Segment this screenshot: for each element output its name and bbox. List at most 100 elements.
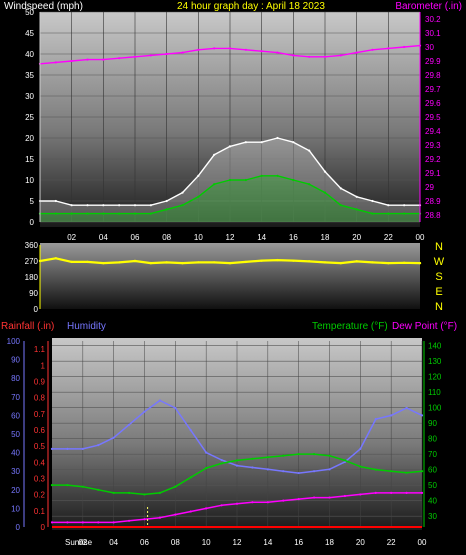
rainfall-tick-label: 0.1 bbox=[34, 507, 46, 516]
speed-point bbox=[102, 212, 105, 215]
humidity-point bbox=[205, 451, 208, 454]
temperature-point bbox=[50, 484, 54, 487]
dewpoint-point bbox=[405, 491, 408, 494]
gust-point bbox=[86, 204, 89, 207]
humidity-tick-label: 70 bbox=[11, 393, 20, 402]
wind-x-tick-label: 06 bbox=[131, 233, 140, 242]
speed-point bbox=[149, 212, 152, 215]
dewpoint-point bbox=[343, 494, 347, 498]
wind-barometer-axes: 0 5 10 15 20 25 30 35 40 45 50 28.8 28.9 29 29.1 29.2 29… bbox=[25, 8, 441, 242]
humidity-tick-label: 80 bbox=[11, 374, 20, 383]
speed-point bbox=[260, 174, 263, 177]
gust-point bbox=[54, 199, 57, 203]
direction-point bbox=[228, 261, 232, 265]
wind-x-tick-label: 10 bbox=[194, 233, 203, 242]
gust-point bbox=[308, 149, 311, 152]
temperature-point bbox=[112, 491, 115, 494]
direction-point bbox=[133, 259, 137, 263]
barometer-point bbox=[86, 58, 89, 61]
dewpoint-point bbox=[328, 496, 331, 499]
rainfall-axis-title: Rainfall (.in) bbox=[1, 321, 54, 332]
direction-series bbox=[38, 257, 422, 265]
humidity-point bbox=[158, 399, 162, 402]
barometer-tick-label: 29.9 bbox=[425, 57, 441, 66]
temperature-point bbox=[174, 485, 177, 488]
barometer-point bbox=[228, 47, 232, 50]
speed-point bbox=[165, 208, 168, 211]
direction-point bbox=[260, 259, 263, 262]
gust-point bbox=[387, 204, 390, 207]
gust-point bbox=[323, 170, 327, 173]
temperature-point bbox=[220, 462, 223, 465]
dewpoint-point bbox=[81, 521, 84, 524]
temperature-point bbox=[359, 465, 362, 468]
dewpoint-point bbox=[251, 501, 254, 504]
direction-point bbox=[339, 261, 343, 265]
gust-point bbox=[371, 199, 374, 203]
dewpoint-point bbox=[390, 491, 393, 494]
temperature-point bbox=[390, 470, 393, 473]
barometer-point bbox=[165, 52, 168, 56]
humidity-point bbox=[312, 470, 316, 473]
direction-point bbox=[149, 261, 153, 265]
gust-point bbox=[118, 204, 121, 207]
barometer-point bbox=[213, 47, 216, 50]
gust-point bbox=[133, 204, 137, 207]
barometer-point bbox=[102, 58, 105, 61]
wind-x-tick-label: 14 bbox=[257, 233, 266, 242]
speed-point bbox=[371, 212, 374, 215]
direction-point bbox=[165, 261, 168, 264]
humidity-point bbox=[251, 466, 254, 469]
temperature-tick-label: 100 bbox=[428, 404, 442, 413]
temperature-point bbox=[189, 476, 192, 479]
temperature-tick-label: 80 bbox=[428, 435, 437, 444]
speed-point bbox=[70, 212, 73, 215]
humidity-tick-label: 10 bbox=[11, 504, 20, 513]
sunrise-label: Sunrise bbox=[65, 538, 93, 547]
rainfall-tick-label: 0.2 bbox=[34, 491, 46, 500]
speed-point bbox=[181, 204, 184, 207]
right-axis-title: Barometer (.in) bbox=[395, 1, 462, 12]
climate-x-tick-label: 20 bbox=[356, 538, 365, 547]
wind-y-tick-label: 25 bbox=[25, 113, 34, 122]
wind-y-tick-label: 5 bbox=[30, 197, 35, 206]
climate-series bbox=[50, 399, 424, 528]
climate-x-tick-label: 14 bbox=[263, 538, 272, 547]
climate-gridlines bbox=[52, 341, 423, 527]
humidity-tick-label: 50 bbox=[11, 430, 20, 439]
barometer-point bbox=[260, 50, 263, 53]
barometer-point bbox=[355, 51, 358, 54]
temperature-axis-title: Temperature (°F) bbox=[312, 321, 388, 332]
speed-point bbox=[213, 183, 216, 186]
temperature-tick-label: 60 bbox=[428, 466, 437, 475]
wind-x-tick-label: 04 bbox=[99, 233, 108, 242]
gust-point bbox=[244, 141, 247, 144]
dewpoint-point bbox=[205, 507, 208, 510]
speed-point bbox=[308, 183, 311, 186]
climate-x-tick-label: 04 bbox=[109, 538, 118, 547]
humidity-point bbox=[390, 414, 393, 417]
direction-point bbox=[292, 259, 295, 262]
wind-x-tick-label: 08 bbox=[162, 233, 171, 242]
temperature-tick-label: 110 bbox=[428, 388, 441, 397]
temperature-tick-label: 120 bbox=[428, 373, 442, 382]
dewpoint-point bbox=[282, 499, 285, 502]
barometer-tick-label: 29.6 bbox=[425, 99, 441, 108]
barometer-tick-label: 29 bbox=[425, 183, 434, 192]
barometer-tick-label: 29.2 bbox=[425, 155, 441, 164]
direction-point bbox=[102, 261, 105, 265]
humidity-point bbox=[374, 418, 377, 421]
direction-point bbox=[212, 261, 216, 264]
compass-letter: S bbox=[435, 271, 442, 283]
speed-point bbox=[118, 212, 121, 215]
wind-y-tick-label: 30 bbox=[25, 92, 34, 101]
temperature-point bbox=[235, 459, 239, 462]
climate-x-tick-label: 00 bbox=[418, 538, 427, 547]
wind-x-tick-label: 22 bbox=[384, 233, 393, 242]
temperature-tick-label: 70 bbox=[428, 450, 437, 459]
climate-x-tick-label: 08 bbox=[171, 538, 180, 547]
temperature-tick-label: 40 bbox=[428, 497, 437, 506]
direction-point bbox=[387, 261, 390, 265]
dewpoint-axis-title: Dew Point (°F) bbox=[392, 321, 457, 332]
wind-x-tick-label: 20 bbox=[352, 233, 361, 242]
